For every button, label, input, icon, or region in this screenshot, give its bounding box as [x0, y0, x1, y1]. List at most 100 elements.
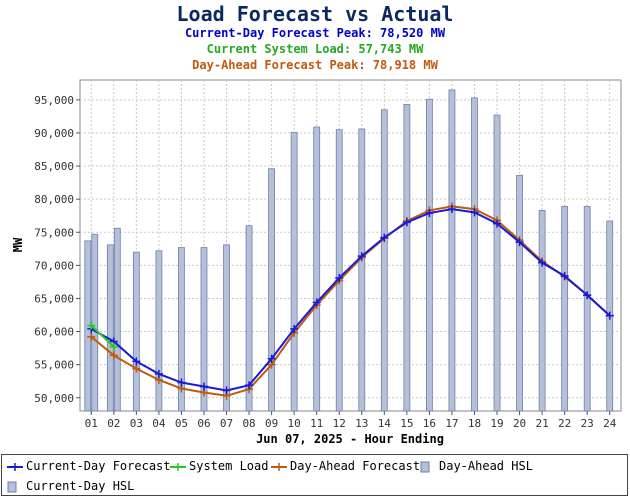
y-tick-label: 70,000	[34, 259, 74, 272]
point-current-day-forecast	[447, 205, 456, 214]
subtitle-day-ahead-peak: Day-Ahead Forecast Peak: 78,918 MW	[192, 58, 438, 72]
legend-label: Day-Ahead Forecast	[290, 459, 421, 473]
y-tick-label: 50,000	[34, 392, 74, 405]
point-current-day-forecast	[245, 381, 254, 390]
x-tick-label: 11	[310, 417, 323, 430]
legend-label: Current-Day Forecast	[26, 459, 171, 473]
point-day-ahead-forecast	[87, 332, 96, 341]
y-tick-label: 80,000	[34, 193, 74, 206]
plot-frame	[79, 79, 622, 412]
y-tick-label: 85,000	[34, 160, 74, 173]
y-tick-label: 90,000	[34, 127, 74, 140]
point-current-day-forecast	[357, 252, 366, 261]
point-current-day-forecast	[312, 298, 321, 307]
bar-current-day-hsl	[113, 227, 121, 412]
x-tick-label: 03	[130, 417, 143, 430]
x-tick-label: 05	[175, 417, 188, 430]
bar-day-ahead-hsl	[358, 128, 366, 412]
point-current-day-forecast	[132, 357, 141, 366]
x-tick-label: 04	[152, 417, 166, 430]
line-marker-icon	[7, 463, 23, 471]
bar-day-ahead-hsl	[380, 109, 388, 412]
chart-title: Load Forecast vs Actual	[176, 2, 454, 26]
point-current-day-forecast	[538, 258, 547, 267]
line-marker-icon	[271, 463, 287, 471]
bar-day-ahead-hsl	[425, 98, 433, 412]
point-current-day-forecast	[560, 271, 569, 280]
legend-label: Current-Day HSL	[26, 479, 135, 493]
line-system-load	[90, 324, 115, 348]
bar-day-ahead-hsl	[106, 244, 114, 412]
x-tick-label: 02	[107, 417, 120, 430]
point-current-day-forecast	[222, 386, 231, 395]
bar-day-ahead-hsl	[290, 131, 298, 412]
x-tick-label: 21	[535, 417, 548, 430]
point-day-ahead-forecast	[132, 364, 141, 373]
line-marker-icon	[170, 463, 186, 471]
bar-day-ahead-hsl	[538, 210, 546, 412]
x-tick-label: 24	[603, 417, 617, 430]
point-current-day-forecast	[402, 218, 411, 227]
x-tick-label: 12	[333, 417, 346, 430]
plot-area	[79, 79, 622, 412]
subtitle-current-system-load: Current System Load: 57,743 MW	[206, 42, 424, 56]
bar-day-ahead-hsl	[561, 206, 569, 412]
bar-day-ahead-hsl	[313, 126, 321, 412]
bar-day-ahead-hsl	[448, 89, 456, 412]
point-current-day-forecast	[154, 369, 163, 378]
point-system-load	[109, 342, 118, 351]
y-tick-label: 95,000	[34, 94, 74, 107]
point-current-day-forecast	[267, 354, 276, 363]
point-current-day-forecast	[177, 378, 186, 387]
bar-swatch-icon	[7, 481, 17, 493]
y-axis-label: MW	[11, 237, 25, 252]
point-system-load	[87, 321, 96, 330]
load-chart: 50,000 55,000 60,000 65,000 70,000 75,000 80,0…	[11, 79, 622, 446]
x-tick-label: 06	[197, 417, 210, 430]
x-tick-label: 14	[378, 417, 392, 430]
line-day-ahead-forecast	[90, 205, 611, 397]
y-tick-label: 65,000	[34, 292, 74, 305]
line-current-day-forecast	[90, 208, 611, 392]
y-tick-label: 55,000	[34, 359, 74, 372]
point-current-day-forecast	[515, 238, 524, 247]
line-series	[87, 202, 614, 400]
x-tick-label: 15	[400, 417, 413, 430]
point-current-day-forecast	[425, 209, 434, 218]
x-tick-label: 07	[220, 417, 233, 430]
point-day-ahead-forecast	[109, 351, 118, 360]
point-current-day-forecast	[335, 273, 344, 282]
point-current-day-forecast	[290, 324, 299, 333]
bar-day-ahead-hsl	[223, 244, 230, 412]
legend: Current-Day Forecast System Load Day-Ahe…	[1, 454, 628, 496]
point-current-day-forecast	[583, 291, 592, 300]
x-tick-label: 17	[445, 417, 458, 430]
point-current-day-forecast	[199, 382, 208, 391]
x-tick-label: 10	[288, 417, 301, 430]
subtitle-current-day-peak: Current-Day Forecast Peak: 78,520 MW	[184, 26, 446, 40]
x-tick-label: 08	[242, 417, 255, 430]
bar-swatch-icon	[420, 461, 430, 473]
x-tick-label: 22	[558, 417, 571, 430]
legend-label: System Load	[189, 459, 269, 473]
x-tick-label: 23	[581, 417, 594, 430]
x-tick-label: 16	[423, 417, 436, 430]
point-current-day-forecast	[493, 219, 502, 228]
bar-day-ahead-hsl	[132, 251, 140, 412]
bar-day-ahead-hsl	[493, 114, 501, 412]
point-current-day-forecast	[605, 311, 614, 320]
bar-day-ahead-hsl	[403, 104, 411, 412]
y-axis: 50,000 55,000 60,000 65,000 70,000 75,000 80,0…	[34, 94, 80, 405]
bar-day-ahead-hsl	[335, 129, 343, 412]
x-tick-label: 09	[265, 417, 278, 430]
x-tick-label: 01	[85, 417, 98, 430]
bar-current-day-hsl	[91, 233, 99, 412]
bar-day-ahead-hsl	[155, 250, 163, 412]
x-tick-label: 13	[355, 417, 368, 430]
x-axis: 01 02 03 04 05 06 07 08 09 10 11 12 13 14 15 16 17 18 19 20…	[85, 411, 617, 430]
bar-day-ahead-hsl	[583, 206, 591, 412]
y-tick-label: 75,000	[34, 226, 74, 239]
point-current-day-forecast	[380, 233, 389, 242]
y-tick-label: 60,000	[34, 326, 74, 339]
bar-day-ahead-hsl	[471, 97, 478, 412]
